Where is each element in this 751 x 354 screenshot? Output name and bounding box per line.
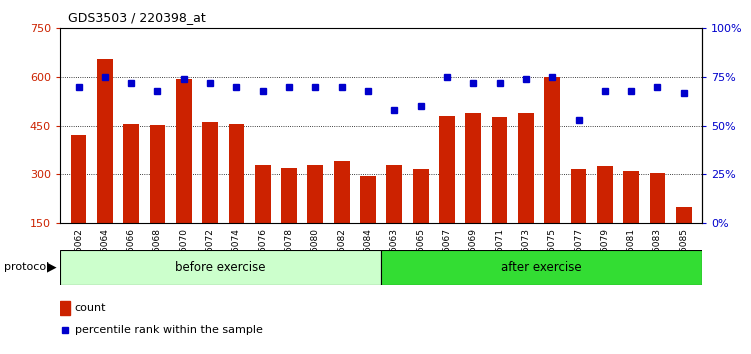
Bar bbox=[623, 171, 639, 272]
Bar bbox=[60, 301, 70, 314]
Text: protocol: protocol bbox=[4, 262, 49, 272]
Bar bbox=[413, 170, 429, 272]
Bar bbox=[387, 165, 403, 272]
Bar bbox=[123, 124, 139, 272]
Bar bbox=[71, 135, 86, 272]
Bar bbox=[597, 166, 613, 272]
Bar bbox=[544, 77, 560, 272]
Bar bbox=[202, 122, 218, 272]
Text: ▶: ▶ bbox=[47, 261, 57, 274]
Bar bbox=[176, 79, 192, 272]
Bar bbox=[333, 161, 349, 272]
Text: before exercise: before exercise bbox=[175, 261, 266, 274]
Bar bbox=[466, 113, 481, 272]
Bar bbox=[60, 250, 381, 285]
Bar bbox=[571, 170, 587, 272]
Bar bbox=[676, 207, 692, 272]
Text: percentile rank within the sample: percentile rank within the sample bbox=[75, 325, 263, 335]
Bar bbox=[360, 176, 376, 272]
Bar bbox=[439, 116, 455, 272]
Bar bbox=[518, 113, 534, 272]
Bar bbox=[255, 165, 270, 272]
Text: after exercise: after exercise bbox=[502, 261, 582, 274]
Bar bbox=[97, 59, 113, 272]
Bar bbox=[381, 250, 702, 285]
Bar bbox=[650, 173, 665, 272]
Bar bbox=[492, 116, 508, 272]
Bar bbox=[149, 125, 165, 272]
Text: count: count bbox=[75, 303, 107, 313]
Bar bbox=[307, 165, 323, 272]
Text: GDS3503 / 220398_at: GDS3503 / 220398_at bbox=[68, 11, 205, 24]
Bar bbox=[281, 168, 297, 272]
Bar bbox=[228, 124, 244, 272]
